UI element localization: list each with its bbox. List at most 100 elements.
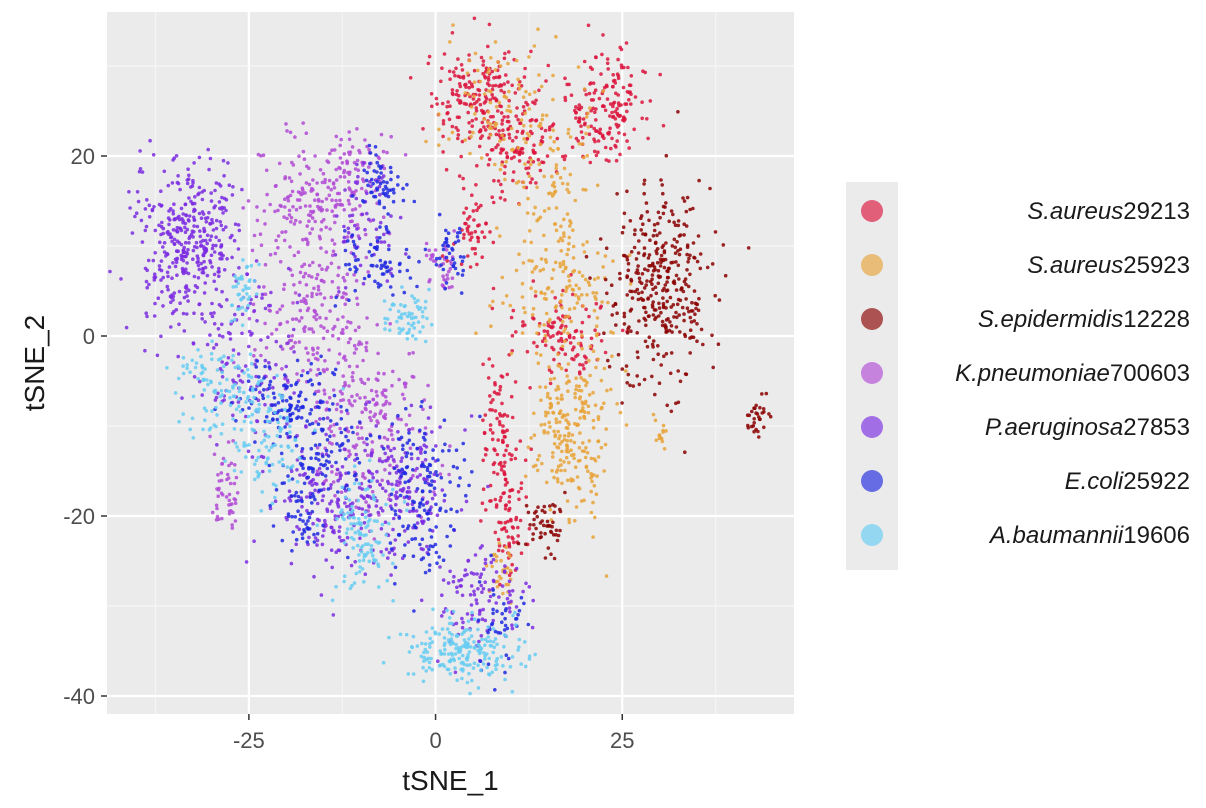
data-point — [192, 161, 196, 165]
data-point — [274, 183, 278, 188]
data-point — [251, 388, 255, 393]
data-point — [698, 252, 703, 256]
data-point — [488, 499, 492, 503]
data-point — [370, 448, 375, 452]
data-point — [635, 331, 639, 335]
data-point — [363, 542, 368, 546]
data-point — [503, 164, 507, 169]
data-point — [693, 312, 697, 317]
data-point — [569, 438, 573, 443]
data-point — [608, 126, 612, 130]
data-point — [241, 258, 245, 262]
data-point — [287, 478, 291, 483]
data-point — [375, 264, 379, 268]
data-point — [204, 220, 209, 224]
data-point — [455, 509, 459, 514]
data-point — [337, 191, 342, 196]
data-point — [524, 581, 528, 586]
data-point — [160, 290, 164, 294]
data-point — [350, 504, 354, 509]
data-point — [225, 377, 229, 382]
data-point — [662, 447, 667, 451]
data-point — [302, 300, 307, 304]
data-point — [307, 535, 311, 540]
data-point — [685, 243, 690, 247]
data-point — [323, 474, 328, 478]
data-point — [646, 268, 650, 273]
data-point — [338, 448, 342, 453]
data-point — [548, 504, 552, 508]
data-point — [167, 222, 171, 227]
data-point — [536, 361, 541, 366]
data-point — [696, 308, 701, 313]
data-point — [534, 526, 538, 531]
data-point — [396, 417, 401, 421]
data-point — [388, 307, 393, 312]
data-point — [717, 298, 722, 302]
data-point — [592, 126, 596, 131]
data-point — [661, 304, 666, 308]
data-point — [404, 252, 408, 256]
data-point — [360, 186, 364, 191]
data-point — [580, 333, 584, 338]
data-point — [349, 536, 354, 540]
data-point — [581, 155, 586, 160]
data-point — [500, 122, 504, 126]
data-point — [669, 409, 674, 414]
data-point — [507, 50, 511, 54]
data-point — [495, 416, 499, 421]
data-point — [148, 138, 152, 143]
data-point — [250, 248, 255, 253]
data-point — [324, 225, 329, 230]
data-point — [496, 143, 500, 147]
data-point — [152, 314, 157, 318]
data-point — [468, 130, 472, 134]
data-point — [425, 650, 430, 654]
data-point — [405, 494, 409, 499]
data-point — [501, 301, 505, 305]
data-point — [280, 304, 285, 308]
data-point — [559, 249, 563, 253]
x-tick-label: 25 — [610, 728, 634, 753]
data-point — [450, 88, 455, 92]
data-point — [377, 184, 382, 189]
data-point — [596, 139, 601, 143]
data-point — [647, 218, 651, 223]
data-point — [355, 227, 359, 231]
data-point — [568, 335, 572, 340]
data-point — [654, 240, 658, 245]
data-point — [207, 210, 211, 215]
data-point — [453, 652, 458, 656]
data-point — [144, 279, 149, 284]
data-point — [470, 678, 474, 683]
data-point — [358, 263, 363, 268]
data-point — [351, 515, 356, 520]
data-point — [529, 286, 533, 291]
data-point — [282, 499, 287, 503]
data-point — [489, 89, 493, 94]
data-point — [518, 439, 523, 443]
data-point — [589, 108, 593, 113]
data-point — [514, 135, 518, 140]
data-point — [428, 489, 432, 494]
data-point — [456, 128, 460, 133]
data-point — [456, 239, 461, 243]
data-point — [668, 295, 673, 300]
data-point — [498, 151, 503, 155]
data-point — [376, 351, 380, 356]
data-point — [288, 338, 292, 343]
data-point — [630, 296, 635, 300]
data-point — [586, 23, 591, 28]
data-point — [553, 222, 558, 226]
data-point — [603, 108, 608, 113]
data-point — [255, 218, 260, 223]
data-point — [312, 532, 316, 537]
data-point — [385, 279, 390, 283]
data-point — [271, 385, 275, 390]
data-point — [330, 565, 335, 570]
data-point — [230, 193, 235, 197]
data-point — [447, 69, 452, 74]
data-point — [461, 441, 466, 446]
data-point — [553, 296, 557, 300]
